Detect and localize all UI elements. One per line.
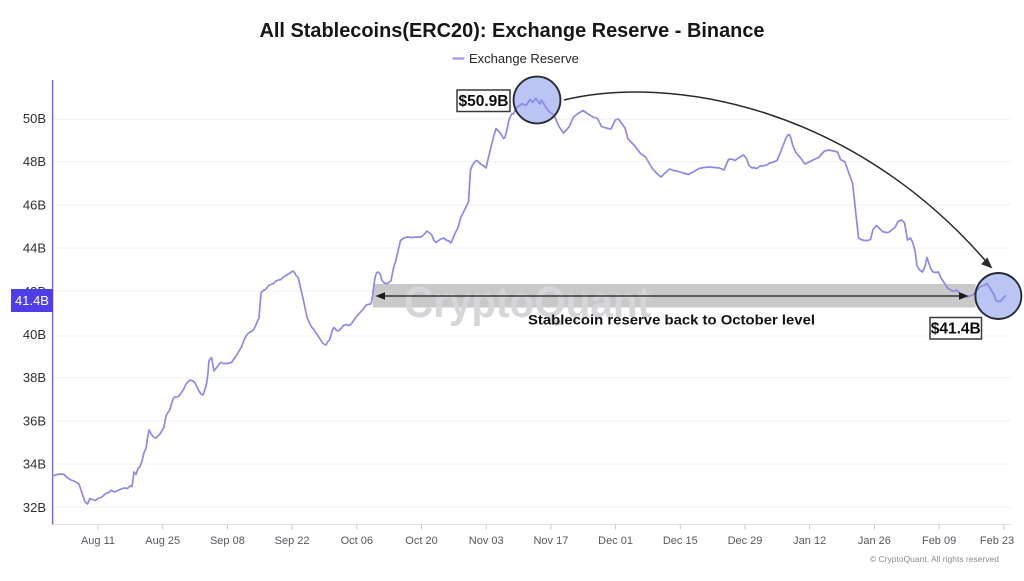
svg-text:41.4B: 41.4B — [15, 293, 49, 308]
svg-text:Sep 08: Sep 08 — [210, 535, 245, 547]
svg-text:Dec 15: Dec 15 — [663, 535, 698, 547]
svg-text:Stablecoin reserve back to Oct: Stablecoin reserve back to October level — [528, 312, 815, 328]
svg-text:32B: 32B — [23, 500, 46, 515]
svg-text:Oct 20: Oct 20 — [405, 535, 437, 547]
svg-text:© CryptoQuant. All rights rese: © CryptoQuant. All rights reserved — [870, 554, 999, 564]
svg-text:Aug 25: Aug 25 — [145, 535, 180, 547]
svg-text:Feb 23: Feb 23 — [980, 535, 1014, 547]
svg-text:Nov 03: Nov 03 — [469, 535, 504, 547]
svg-text:36B: 36B — [23, 413, 46, 428]
svg-text:Exchange Reserve: Exchange Reserve — [469, 51, 579, 66]
svg-text:Oct 06: Oct 06 — [341, 535, 373, 547]
svg-text:Nov 17: Nov 17 — [533, 535, 568, 547]
svg-text:All Stablecoins(ERC20): Exchan: All Stablecoins(ERC20): Exchange Reserve… — [260, 20, 765, 42]
svg-text:38B: 38B — [23, 370, 46, 385]
svg-text:50B: 50B — [23, 111, 46, 126]
svg-text:Dec 01: Dec 01 — [598, 535, 633, 547]
svg-text:44B: 44B — [23, 241, 46, 256]
svg-text:Feb 09: Feb 09 — [922, 535, 956, 547]
svg-text:Dec 29: Dec 29 — [728, 535, 763, 547]
svg-text:48B: 48B — [23, 154, 46, 169]
svg-text:46B: 46B — [23, 197, 46, 212]
svg-text:$41.4B: $41.4B — [931, 321, 981, 338]
svg-text:CryptoQuant: CryptoQuant — [404, 278, 651, 327]
svg-text:Jan 12: Jan 12 — [793, 535, 826, 547]
svg-text:$50.9B: $50.9B — [459, 93, 509, 110]
svg-text:34B: 34B — [23, 457, 46, 472]
svg-text:Sep 22: Sep 22 — [275, 535, 310, 547]
svg-text:40B: 40B — [23, 327, 46, 342]
svg-text:Jan 26: Jan 26 — [858, 535, 891, 547]
svg-text:Aug 11: Aug 11 — [81, 535, 115, 547]
